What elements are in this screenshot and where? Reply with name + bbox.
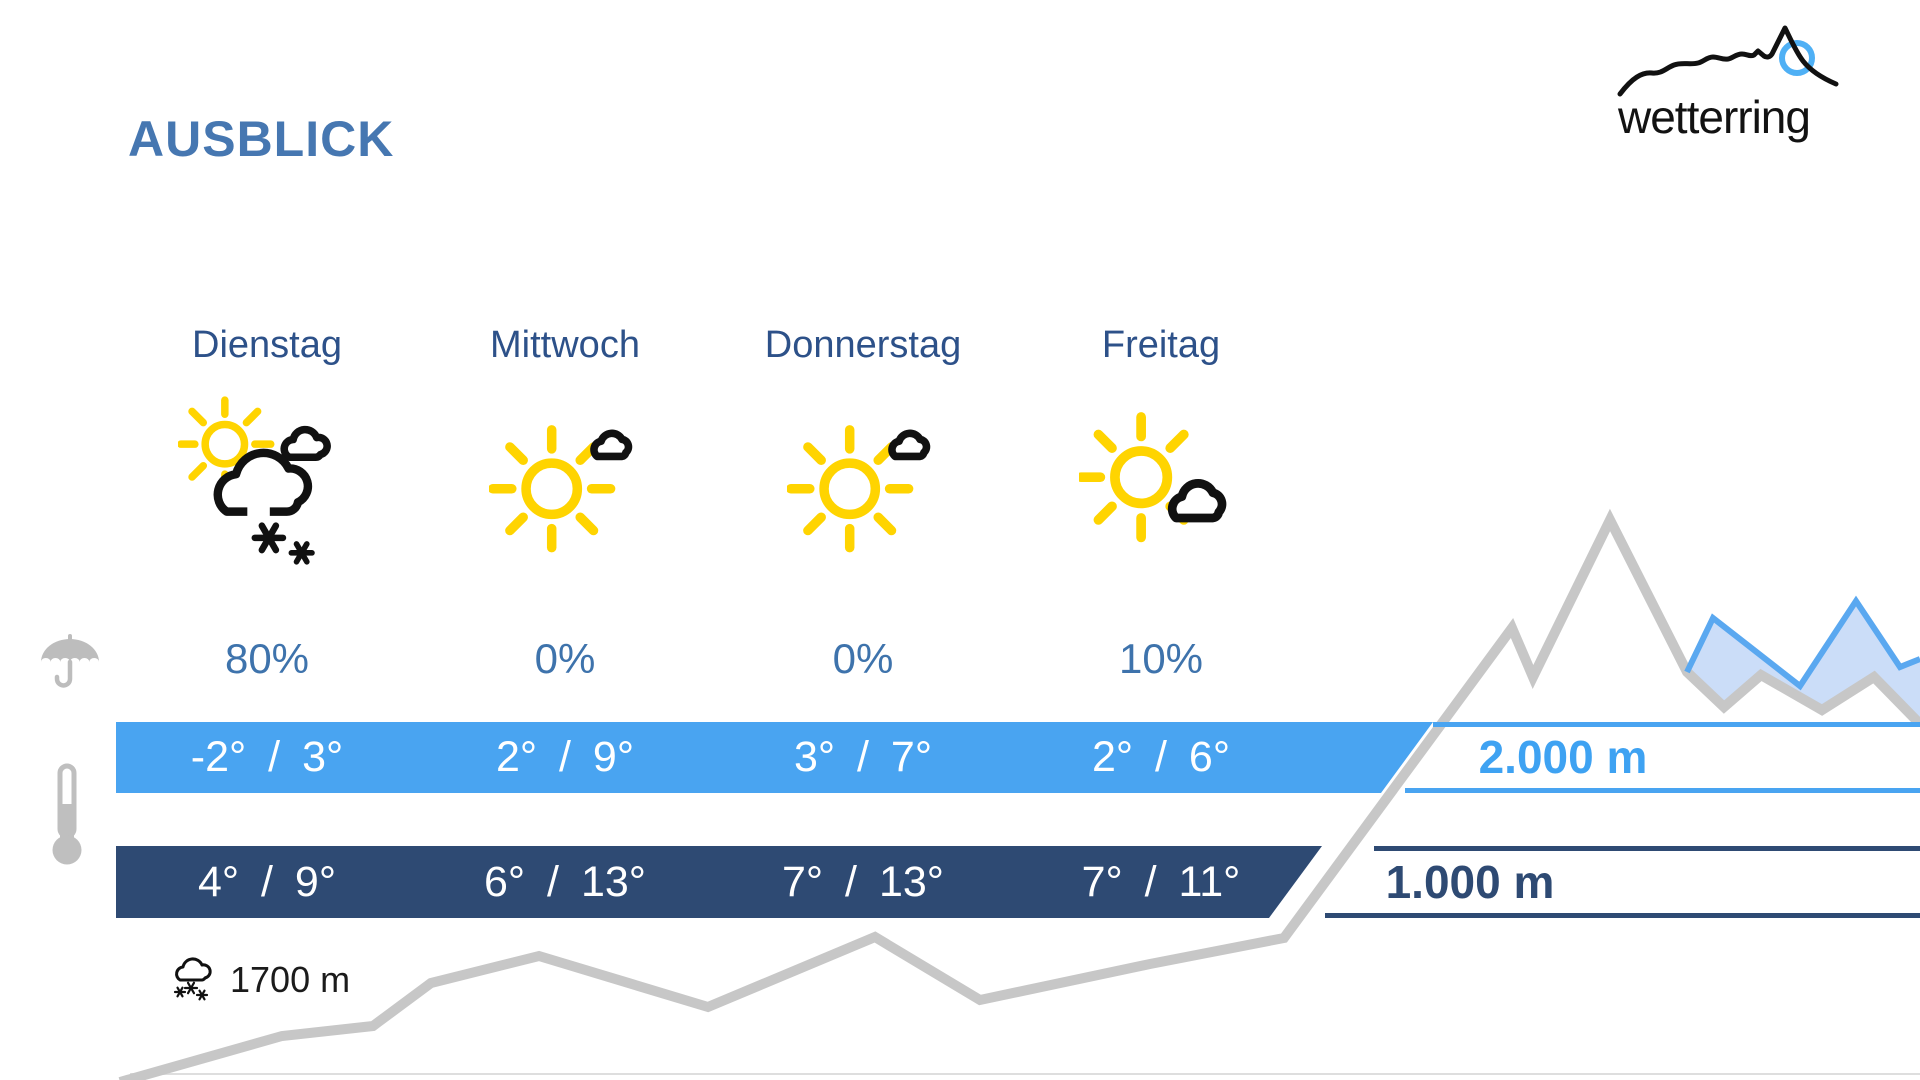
snow-line-value: 1700 m [230, 959, 351, 1000]
snowcap-outline [1684, 595, 1920, 691]
bar-1000m-label-area [1332, 846, 1920, 918]
sun-rays [1078, 412, 1189, 543]
brand-logo: wetterring [1612, 24, 1862, 143]
snow-cloud-icon [173, 957, 212, 1001]
logo-sun-ring-icon [1779, 40, 1815, 76]
sun-small-cloud-icon [489, 425, 633, 553]
precipitation-value: 10% [1118, 635, 1204, 682]
weather-icon-cell [118, 390, 416, 578]
temp-1000m-value: 4° / 9° [197, 858, 337, 906]
snowflake-icon [251, 522, 287, 554]
page-title: AUSBLICK [128, 111, 395, 167]
bar-1000m-solid [116, 846, 1322, 918]
bar-2000m-solid [116, 722, 1433, 793]
sun-rays [787, 425, 914, 553]
temp-2000m-value: -2° / 3° [190, 733, 344, 781]
mountain-ridge-line [118, 508, 1920, 1080]
altitude-label-1000m: 1.000 m [1385, 856, 1555, 908]
snowflake-icon [288, 541, 315, 565]
temp-1000m-value: 6° / 13° [484, 858, 646, 906]
snowcap-fill [1687, 601, 1920, 724]
sun-cloud-icon [1078, 412, 1226, 543]
altitude-label-2000m: 2.000 m [1478, 731, 1648, 783]
temp-2000m-value: 3° / 7° [793, 733, 933, 781]
day-label-dienstag: Dienstag [192, 324, 342, 366]
temp-2000m-value: 2° / 9° [495, 733, 635, 781]
weather-icon-cell [714, 390, 1012, 578]
precipitation-value: 0% [832, 635, 894, 682]
precipitation-value: 0% [534, 635, 596, 682]
umbrella-icon [41, 634, 99, 688]
temp-1000m-value: 7° / 11° [1081, 858, 1241, 906]
day-label-freitag: Freitag [1101, 324, 1221, 366]
logo-ridge-line [1617, 25, 1839, 97]
temp-2000m-value: 2° / 6° [1091, 733, 1231, 781]
weather-icon-cell [416, 390, 714, 578]
day-label-donnerstag: Donnerstag [764, 324, 962, 366]
brand-name: wetterring [1618, 91, 1811, 143]
snowflake-icon [173, 981, 209, 1001]
bar-2000m-label-area [1405, 722, 1920, 793]
temp-1000m-value: 7° / 13° [782, 858, 944, 906]
thermometer-icon [52, 763, 82, 865]
sun-small-cloud-icon [787, 425, 931, 553]
weather-icon-cell [1012, 390, 1310, 578]
sun-clouds-snow-icon [178, 396, 331, 565]
precipitation-value: 80% [224, 635, 310, 682]
day-label-mittwoch: Mittwoch [490, 324, 640, 366]
logo-mountain-icon [1617, 25, 1839, 97]
